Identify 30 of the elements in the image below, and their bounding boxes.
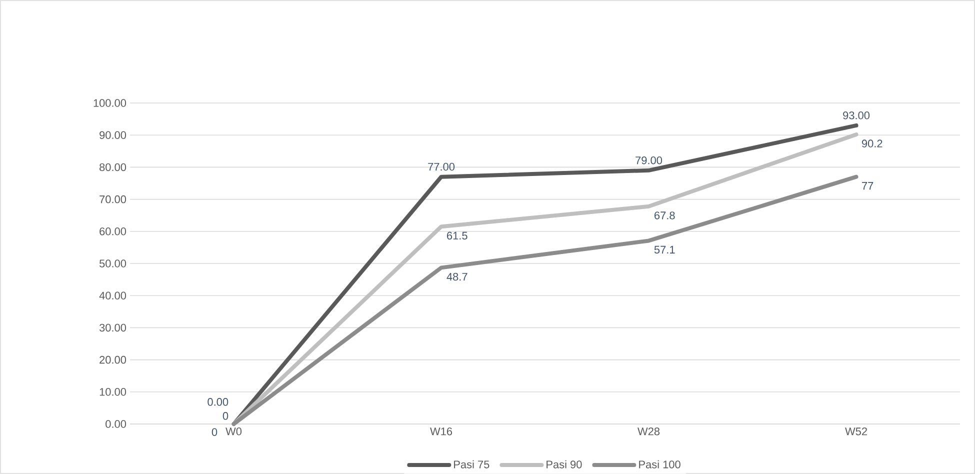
data-label: 77.00 (428, 162, 455, 171)
x-tick-label: W16 (430, 428, 452, 436)
data-label: 93.00 (843, 112, 870, 120)
data-label: 67.8 (654, 212, 675, 220)
data-label: 90.2 (862, 140, 882, 148)
data-label: 77 (862, 182, 874, 190)
data-label: 61.5 (447, 232, 468, 240)
data-label: 0 (222, 412, 228, 420)
y-tick-label: 60.00 (100, 228, 126, 236)
x-tick-label: W28 (638, 428, 660, 436)
legend-label: Pasi 75 (454, 460, 490, 468)
y-tick-label: 0.00 (106, 420, 126, 428)
legend-label: Pasi 90 (546, 460, 582, 468)
y-tick-label: 80.00 (100, 163, 126, 172)
y-tick-label: 50.00 (99, 260, 126, 268)
y-tick-label: 40.00 (99, 292, 126, 300)
y-tick-label: 70.00 (100, 195, 126, 204)
x-tick-label: W0 (226, 428, 242, 436)
x-tick-label: W52 (845, 428, 867, 436)
data-label: 0.00 (208, 398, 228, 406)
y-tick-label: 30.00 (99, 324, 126, 332)
y-tick-label: 90.00 (100, 131, 126, 139)
y-tick-label: 10.00 (100, 388, 126, 396)
y-tick-label: 20.00 (100, 356, 126, 364)
data-label: 57.1 (654, 246, 675, 254)
y-tick-label: 100.00 (94, 99, 126, 107)
data-label: 0 (212, 428, 218, 436)
data-label: 79.00 (636, 156, 662, 164)
legend-label: Pasi 100 (639, 460, 680, 468)
data-label: 48.7 (446, 272, 468, 281)
